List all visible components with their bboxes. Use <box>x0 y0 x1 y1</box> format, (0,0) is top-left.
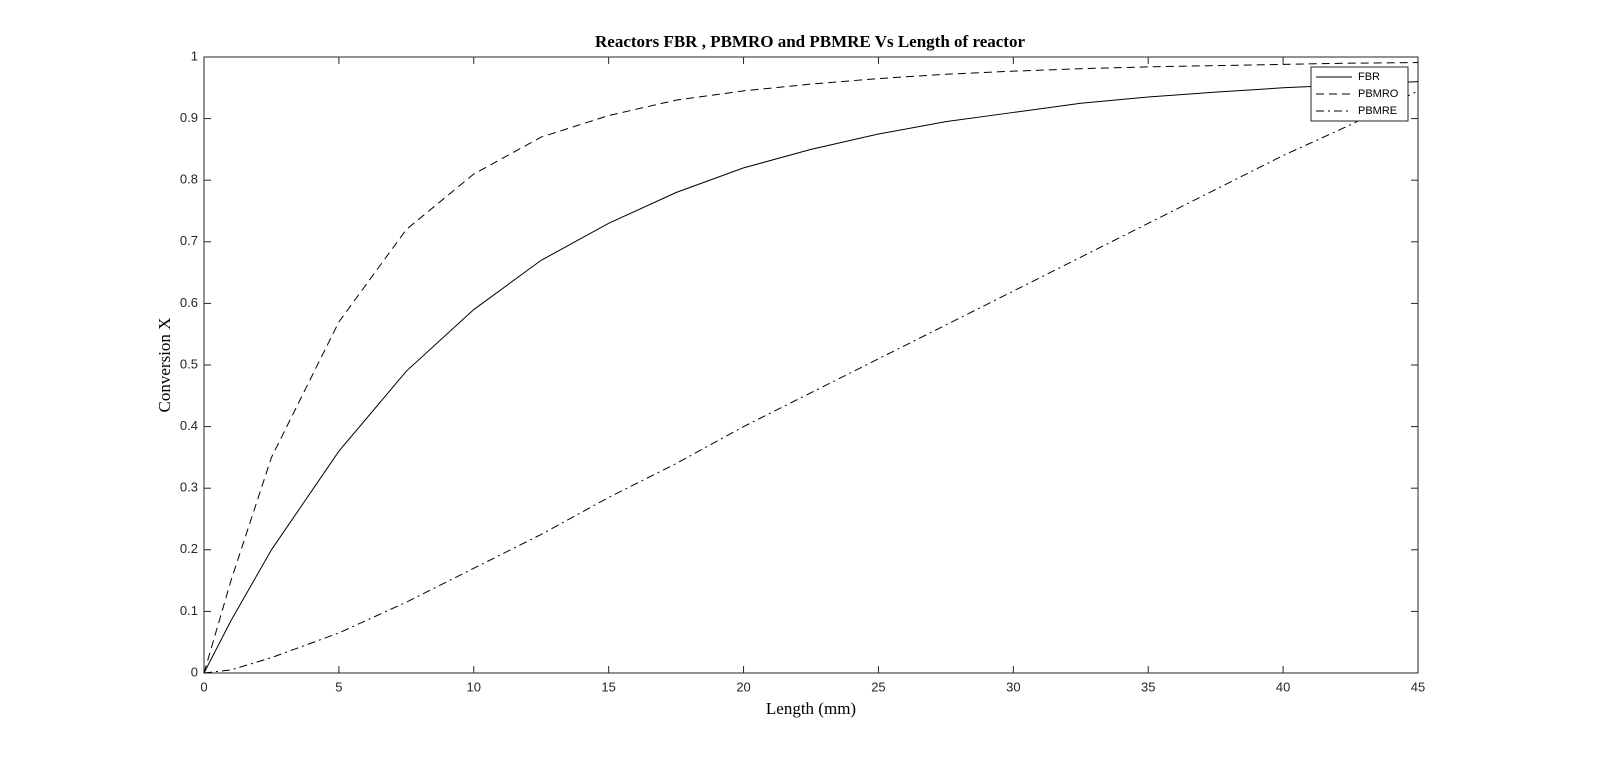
x-axis-label: Length (mm) <box>766 699 856 718</box>
y-tick-label: 0.1 <box>180 603 198 618</box>
y-tick-label: 0.8 <box>180 172 198 187</box>
legend-label: PBMRE <box>1358 105 1397 117</box>
y-tick-label: 1 <box>191 48 198 63</box>
x-tick-label: 45 <box>1411 679 1425 694</box>
chart-title: Reactors FBR , PBMRO and PBMRE Vs Length… <box>595 32 1025 51</box>
x-tick-label: 0 <box>200 679 207 694</box>
x-tick-label: 30 <box>1006 679 1020 694</box>
x-tick-label: 35 <box>1141 679 1155 694</box>
x-tick-label: 15 <box>601 679 615 694</box>
x-tick-label: 10 <box>467 679 481 694</box>
y-tick-label: 0.2 <box>180 541 198 556</box>
x-tick-label: 25 <box>871 679 885 694</box>
x-tick-label: 40 <box>1276 679 1290 694</box>
x-tick-label: 20 <box>736 679 750 694</box>
y-tick-label: 0.5 <box>180 356 198 371</box>
y-tick-label: 0 <box>191 664 198 679</box>
legend-box <box>1310 66 1409 122</box>
y-tick-label: 0.9 <box>180 110 198 125</box>
y-tick-label: 0.7 <box>180 233 198 248</box>
x-tick-label: 5 <box>335 679 342 694</box>
y-axis-label: Conversion X <box>155 318 174 413</box>
series-line <box>203 90 1419 674</box>
series-line <box>203 81 1419 674</box>
series-line <box>203 62 1419 674</box>
y-tick-label: 0.4 <box>180 418 198 433</box>
legend-label: FBR <box>1358 71 1380 83</box>
y-tick-label: 0.3 <box>180 480 198 495</box>
y-tick-label: 0.6 <box>180 295 198 310</box>
legend-label: PBMRO <box>1358 88 1399 100</box>
